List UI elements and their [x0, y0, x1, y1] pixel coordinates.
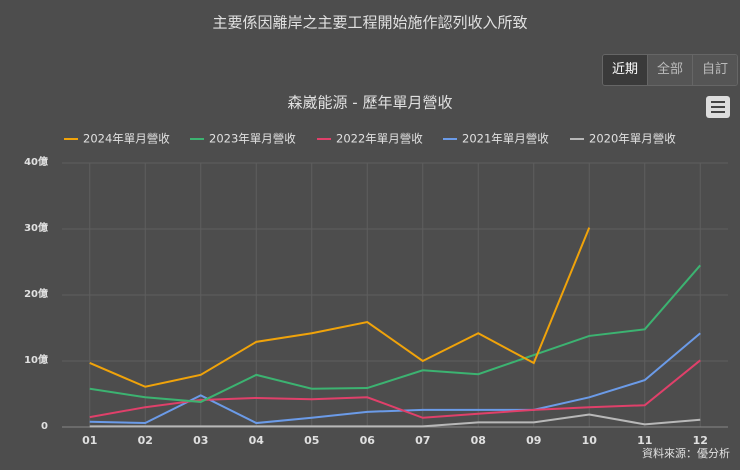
legend-label: 2022年單月營收: [336, 132, 423, 146]
x-tick-label: 01: [82, 434, 97, 447]
series-line: [89, 227, 591, 388]
source: 資料來源：優分析: [642, 446, 730, 460]
legend-label: 2023年單月營收: [209, 132, 296, 146]
subtitle: 主要係因離岸之主要工程開始施作認列收入所致: [212, 14, 527, 32]
button[interactable]: 近期: [603, 55, 647, 85]
button[interactable]: 全部: [647, 55, 692, 85]
chart-title: 森崴能源 - 歷年單月營收: [288, 94, 453, 112]
x-tick-label: 05: [304, 434, 319, 447]
x-tick-label: 11: [637, 434, 652, 447]
y-tick-label: 20億: [24, 287, 48, 300]
x-tick-label: 09: [526, 434, 541, 447]
x-tick-label: 03: [193, 434, 208, 447]
series-line: [89, 359, 701, 419]
x-tick-label: 06: [360, 434, 376, 447]
x-tick-label: 10: [582, 434, 598, 447]
legend-label: 2024年單月營收: [83, 132, 170, 146]
series-line: [89, 413, 701, 428]
legend-label: 2020年單月營收: [589, 132, 676, 146]
menu-icon[interactable]: [706, 96, 730, 118]
x-tick-label: 02: [138, 434, 153, 447]
range-buttons: 近期 全部 自訂: [602, 54, 738, 86]
y-tick-label: 10億: [24, 353, 48, 366]
legend-label: 2021年單月營收: [462, 132, 549, 146]
y-tick-label: 0: [41, 421, 48, 432]
x-tick-label: 12: [693, 434, 708, 447]
x-tick-label: 04: [249, 434, 265, 447]
button[interactable]: 自訂: [692, 55, 737, 85]
x-tick-label: 07: [415, 434, 430, 447]
y-tick-label: 30億: [24, 221, 48, 234]
series-line: [89, 264, 702, 403]
x-tick-label: 08: [471, 434, 486, 447]
y-tick-label: 40億: [24, 155, 48, 168]
series-line: [89, 332, 701, 425]
